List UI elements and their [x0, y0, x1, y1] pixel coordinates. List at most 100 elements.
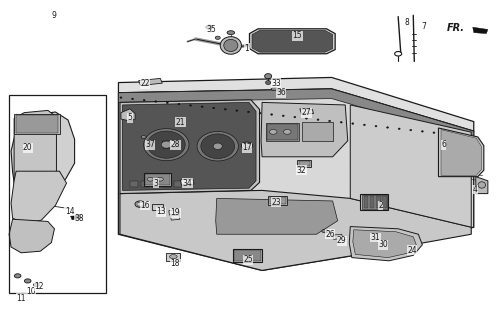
Ellipse shape: [169, 255, 177, 259]
Text: 33: 33: [271, 79, 281, 88]
Ellipse shape: [363, 124, 365, 126]
Polygon shape: [180, 179, 194, 185]
Ellipse shape: [178, 103, 180, 105]
Ellipse shape: [266, 81, 271, 84]
Ellipse shape: [294, 116, 296, 118]
Ellipse shape: [33, 283, 39, 287]
Text: 5: 5: [128, 113, 133, 122]
Text: 8: 8: [405, 18, 410, 27]
Text: 13: 13: [156, 207, 166, 216]
Polygon shape: [118, 77, 474, 131]
Ellipse shape: [265, 74, 272, 79]
Text: 24: 24: [407, 246, 417, 255]
Ellipse shape: [144, 129, 189, 161]
Polygon shape: [14, 110, 56, 189]
Bar: [163, 181, 171, 187]
Bar: [360, 194, 388, 210]
Text: 31: 31: [370, 233, 381, 242]
Polygon shape: [169, 210, 179, 215]
Ellipse shape: [220, 37, 241, 54]
Text: 34: 34: [182, 179, 193, 188]
Text: 4: 4: [472, 185, 477, 194]
Bar: [174, 181, 182, 187]
Ellipse shape: [259, 112, 261, 114]
Bar: [270, 197, 286, 204]
Ellipse shape: [24, 279, 31, 283]
Text: 30: 30: [378, 240, 388, 249]
Text: 3: 3: [154, 179, 159, 188]
Ellipse shape: [305, 117, 307, 119]
Polygon shape: [473, 27, 488, 34]
Text: 12: 12: [35, 282, 44, 291]
Text: 7: 7: [421, 22, 426, 31]
Text: 38: 38: [75, 214, 85, 223]
Polygon shape: [438, 128, 484, 177]
Bar: [145, 174, 170, 185]
Text: 10: 10: [26, 287, 36, 296]
Polygon shape: [441, 130, 481, 175]
Polygon shape: [349, 227, 422, 261]
Ellipse shape: [135, 201, 145, 207]
Text: 9: 9: [52, 11, 57, 20]
Ellipse shape: [224, 108, 226, 110]
Bar: [362, 195, 387, 209]
Ellipse shape: [213, 143, 222, 149]
Ellipse shape: [143, 100, 145, 101]
Text: 20: 20: [23, 143, 33, 152]
Ellipse shape: [247, 111, 249, 113]
Text: 29: 29: [337, 236, 347, 245]
Polygon shape: [216, 198, 338, 234]
Ellipse shape: [14, 274, 21, 278]
Polygon shape: [118, 89, 474, 270]
Text: 6: 6: [441, 140, 446, 149]
Ellipse shape: [282, 115, 284, 116]
Ellipse shape: [206, 25, 212, 29]
Polygon shape: [353, 230, 416, 258]
Ellipse shape: [155, 101, 157, 102]
Polygon shape: [476, 177, 488, 194]
Bar: [382, 196, 387, 208]
Ellipse shape: [271, 87, 277, 91]
Text: 15: 15: [292, 31, 302, 40]
Polygon shape: [139, 78, 162, 85]
Bar: [141, 181, 149, 187]
Bar: [267, 124, 298, 140]
Ellipse shape: [201, 134, 235, 158]
Polygon shape: [11, 171, 67, 223]
Bar: [233, 249, 262, 262]
Bar: [14, 114, 60, 134]
Ellipse shape: [224, 39, 238, 52]
Polygon shape: [118, 89, 474, 141]
Polygon shape: [71, 214, 82, 220]
Text: FR.: FR.: [447, 23, 465, 33]
Bar: [234, 250, 261, 261]
Ellipse shape: [157, 177, 163, 181]
Text: 28: 28: [171, 140, 180, 149]
Ellipse shape: [322, 229, 329, 233]
Ellipse shape: [456, 134, 458, 136]
Bar: [266, 123, 299, 141]
Text: 21: 21: [176, 118, 185, 127]
Ellipse shape: [387, 127, 389, 128]
Bar: [364, 196, 368, 208]
Bar: [302, 122, 333, 141]
Text: 26: 26: [325, 230, 335, 239]
Polygon shape: [252, 30, 333, 52]
Ellipse shape: [270, 130, 277, 134]
Polygon shape: [9, 219, 54, 253]
Ellipse shape: [352, 123, 354, 124]
Text: 25: 25: [243, 255, 253, 264]
Ellipse shape: [317, 119, 319, 121]
Ellipse shape: [375, 125, 377, 127]
Ellipse shape: [147, 177, 153, 181]
Ellipse shape: [190, 105, 192, 106]
Ellipse shape: [201, 106, 203, 108]
Bar: [16, 115, 58, 133]
Text: 22: 22: [141, 79, 150, 88]
Ellipse shape: [120, 97, 122, 99]
Bar: [166, 253, 180, 261]
Polygon shape: [350, 105, 471, 227]
Bar: [268, 196, 287, 205]
Polygon shape: [11, 112, 75, 193]
Ellipse shape: [283, 130, 291, 134]
